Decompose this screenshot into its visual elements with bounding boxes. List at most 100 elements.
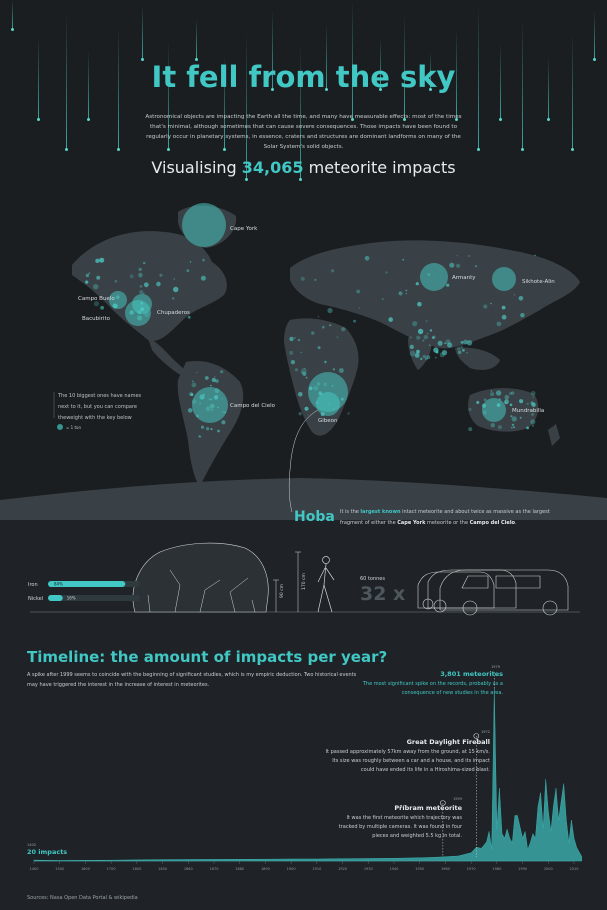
impact-bubble <box>456 263 461 268</box>
impact-bubble <box>417 301 422 307</box>
impact-bubble <box>198 435 201 438</box>
height-marker-person: 170 cm <box>295 551 307 612</box>
impact-bubble <box>405 289 408 292</box>
impact-bubble <box>483 304 488 309</box>
fireball-description: It passed approximately 57km away from t… <box>325 749 490 773</box>
impact-bubble <box>340 397 344 401</box>
fireball-title: Great Daylight Fireball <box>406 738 490 746</box>
impact-bubble <box>432 336 435 339</box>
impact-bubble <box>137 310 142 315</box>
impact-bubble <box>297 338 301 342</box>
x-tick-label: 1950 <box>415 867 424 871</box>
x-tick-label: 2010 <box>570 867 579 871</box>
impact-bubble <box>138 272 143 278</box>
impact-bubble <box>137 315 143 321</box>
hoba-rock-outline <box>132 542 269 613</box>
subtitle-prefix: Visualising <box>151 158 242 177</box>
start-value: 20 impacts <box>27 848 67 856</box>
impact-bubble <box>463 339 468 345</box>
impact-bubble <box>398 291 403 296</box>
impact-bubble <box>138 267 142 272</box>
height-marker-rock: 90 cm <box>273 579 285 612</box>
impact-bubble <box>317 315 320 318</box>
impact-bubble <box>483 398 487 402</box>
impact-bubble <box>511 391 515 395</box>
impact-bubble <box>425 320 428 322</box>
nickel-label: Nickel <box>28 596 43 602</box>
impact-bubble <box>457 346 461 351</box>
impact-bubble <box>300 276 305 281</box>
impact-bubble <box>482 410 487 415</box>
meteor-streak <box>87 51 90 121</box>
impact-bubble <box>187 408 193 413</box>
impact-bubble <box>496 321 502 327</box>
impact-bubble <box>504 399 509 405</box>
impact-bubble <box>496 403 501 407</box>
impact-bubble <box>206 427 210 431</box>
x-tick-label: 1960 <box>441 867 450 871</box>
meteor-streak <box>593 11 596 61</box>
hoba-desc-highlight: largest known <box>360 509 401 515</box>
impact-bubble <box>88 272 91 275</box>
hoba-desc-part: . <box>514 520 517 526</box>
impact-bubble <box>481 403 487 408</box>
meteor-streak <box>245 33 248 181</box>
label-bacubirito: Bacubirito <box>82 316 111 322</box>
impact-bubble <box>328 402 331 405</box>
impact-bubble <box>460 341 464 344</box>
impact-bubble <box>172 297 175 300</box>
tonnes-label: 60 tonnes <box>360 576 385 582</box>
north-america <box>72 231 227 341</box>
impact-bubble <box>129 310 134 315</box>
label-cape-york: Cape York <box>230 226 258 232</box>
impact-bubble <box>364 255 370 261</box>
impact-bubble <box>290 360 295 365</box>
hoba-desc-part: meteorite or the <box>425 520 470 526</box>
impact-bubble <box>358 307 361 309</box>
subtitle: Visualising 34,065 meteorite impacts <box>0 158 607 177</box>
meteor-streak <box>325 24 328 91</box>
impact-bubble <box>211 408 214 411</box>
impact-bubble <box>199 402 201 405</box>
impact-bubble <box>534 254 536 257</box>
central-america <box>148 338 188 376</box>
impact-bubble <box>423 334 428 340</box>
impact-bubble <box>99 257 105 263</box>
impact-bubble <box>511 423 514 426</box>
impact-bubble <box>323 382 327 387</box>
impact-bubble <box>468 427 473 432</box>
sources: Sources: Nasa Open Data Portal & wikiped… <box>27 895 138 901</box>
impact-bubble <box>320 412 325 417</box>
pribram-year: 1959 <box>453 797 462 801</box>
impact-bubble <box>95 258 100 263</box>
impact-bubble <box>200 275 206 281</box>
gibeon-to-hoba-connector <box>288 409 319 513</box>
india <box>408 329 432 370</box>
impact-bubble <box>501 314 507 320</box>
impact-bubble <box>445 339 451 345</box>
impact-bubble <box>412 321 418 327</box>
impact-bubble <box>302 371 307 376</box>
impact-bubble <box>509 392 513 395</box>
impact-bubble <box>356 289 361 294</box>
impact-bubble <box>398 291 402 294</box>
impact-bubble <box>195 371 198 374</box>
impact-bubble <box>318 391 323 396</box>
iron-bar-fill <box>48 581 126 587</box>
impact-bubble <box>192 380 194 383</box>
impact-bubble <box>513 294 516 296</box>
impact-bubble <box>305 376 308 379</box>
impact-bubble <box>530 419 536 425</box>
legend-key-circle <box>57 424 63 430</box>
car-stack-icon <box>417 569 569 616</box>
impact-bubble <box>316 382 321 386</box>
meteor-streak <box>141 5 144 61</box>
impact-bubble <box>289 336 294 342</box>
impact-bubble <box>336 336 339 339</box>
fireball-year: 1972 <box>481 730 490 734</box>
pribram-description: It was the first meteorite which traject… <box>338 815 462 839</box>
impact-bubble <box>490 392 495 397</box>
impact-bubble <box>531 424 535 427</box>
impact-bubble-large <box>316 392 340 416</box>
label-chupaderos: Chupaderos <box>157 310 190 316</box>
